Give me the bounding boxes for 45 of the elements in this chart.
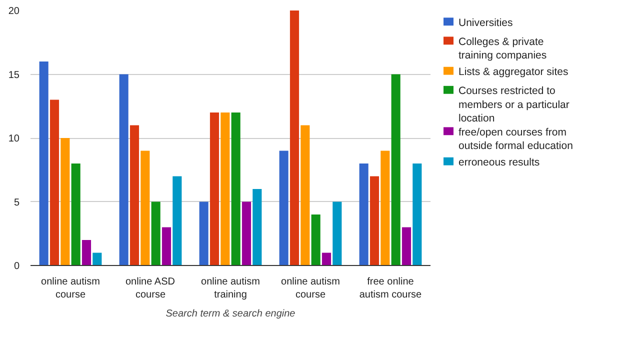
y-tick-label: 5 [14, 197, 20, 208]
bar [39, 62, 48, 266]
bar [290, 10, 300, 266]
bar [279, 150, 288, 266]
bar [71, 164, 80, 266]
x-tick-label: online autism course [281, 276, 340, 301]
bar [412, 164, 422, 266]
bar [380, 150, 390, 266]
bar [300, 125, 310, 266]
y-tick-label: 20 [8, 6, 20, 17]
x-tick-label: free online autism course [359, 276, 422, 301]
bar [402, 227, 412, 266]
bar [162, 227, 172, 266]
bar [119, 74, 128, 266]
bar [50, 100, 60, 266]
y-tick-label: 0 [14, 261, 20, 272]
x-tick-label: online autism training [201, 276, 260, 301]
bar [359, 164, 368, 266]
x-axis-title: Search term & search engine [166, 308, 296, 320]
bar [82, 240, 92, 266]
bar [130, 125, 140, 266]
bar [332, 202, 342, 266]
bar [199, 202, 208, 266]
legend-label: Lists & aggregator sites [458, 66, 568, 78]
bar [151, 202, 160, 266]
x-tick-label: online autism course [41, 276, 100, 301]
bar [92, 252, 102, 266]
bar [391, 74, 400, 266]
bar [311, 214, 320, 266]
legend-label: erroneous results [458, 156, 540, 169]
bar [60, 138, 70, 266]
bar [252, 189, 262, 266]
bar [210, 112, 220, 266]
bar [220, 112, 230, 266]
bar [172, 176, 182, 266]
legend-label: Universities [458, 16, 513, 29]
bar [370, 176, 380, 266]
y-tick-label: 15 [8, 70, 20, 81]
bar [231, 112, 240, 266]
bar [242, 202, 252, 266]
bar [322, 252, 332, 266]
y-tick-label: 10 [8, 134, 20, 144]
x-tick-label: online ASD course [125, 276, 175, 301]
legend-label: Colleges & private training companies [458, 36, 547, 62]
bar [140, 150, 150, 266]
